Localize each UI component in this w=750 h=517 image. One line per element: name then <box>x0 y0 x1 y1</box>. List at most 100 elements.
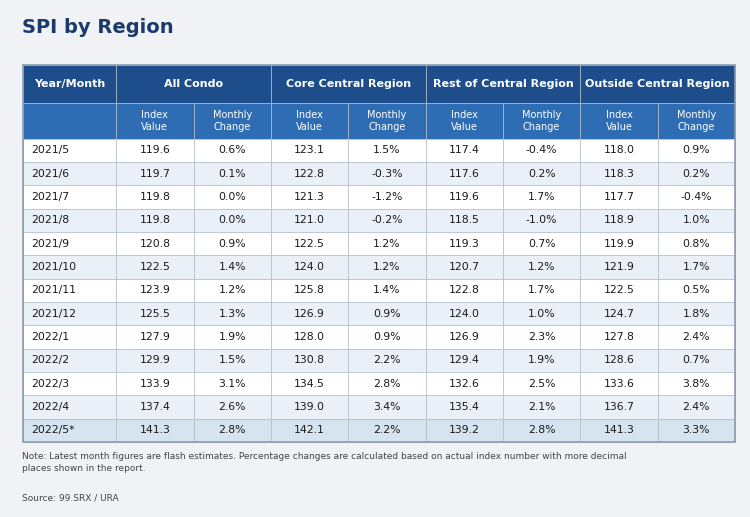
Bar <box>194 372 271 396</box>
Bar <box>116 279 194 302</box>
Text: 121.0: 121.0 <box>294 215 325 225</box>
Bar <box>503 139 580 162</box>
Text: Monthly
Change: Monthly Change <box>676 110 716 132</box>
Text: 124.7: 124.7 <box>604 309 634 318</box>
Text: 134.5: 134.5 <box>294 378 325 389</box>
Text: 120.8: 120.8 <box>140 239 170 249</box>
Bar <box>348 162 425 185</box>
Bar <box>22 162 116 185</box>
Text: 0.6%: 0.6% <box>218 145 246 155</box>
Bar <box>22 232 116 255</box>
Text: 2.8%: 2.8% <box>218 425 246 435</box>
Bar <box>503 208 580 232</box>
Text: 1.9%: 1.9% <box>528 355 555 366</box>
Bar <box>348 255 425 279</box>
Bar <box>22 103 116 139</box>
Bar <box>580 162 658 185</box>
Bar <box>116 65 271 103</box>
Bar <box>580 325 658 348</box>
Bar <box>580 139 658 162</box>
Text: 118.9: 118.9 <box>604 215 634 225</box>
Text: 1.0%: 1.0% <box>528 309 556 318</box>
Bar <box>580 208 658 232</box>
Bar <box>658 232 735 255</box>
Bar <box>194 232 271 255</box>
Bar <box>194 302 271 325</box>
Bar <box>271 232 348 255</box>
Bar <box>271 65 425 103</box>
Bar <box>271 139 348 162</box>
Text: 0.9%: 0.9% <box>373 332 400 342</box>
Bar <box>658 255 735 279</box>
Text: 124.0: 124.0 <box>448 309 480 318</box>
Text: 1.2%: 1.2% <box>218 285 246 295</box>
Bar <box>658 396 735 419</box>
Bar <box>271 103 348 139</box>
Bar <box>658 103 735 139</box>
Text: 2.6%: 2.6% <box>218 402 246 412</box>
Bar <box>425 348 503 372</box>
Bar <box>116 232 194 255</box>
Bar <box>425 139 503 162</box>
Bar <box>503 162 580 185</box>
Bar <box>22 396 116 419</box>
Text: -1.2%: -1.2% <box>371 192 403 202</box>
Bar <box>425 419 503 442</box>
Text: 2022/4: 2022/4 <box>32 402 70 412</box>
Bar <box>116 208 194 232</box>
Text: 0.7%: 0.7% <box>682 355 710 366</box>
Text: 124.0: 124.0 <box>294 262 325 272</box>
Bar <box>425 396 503 419</box>
Bar <box>503 396 580 419</box>
Bar <box>194 162 271 185</box>
Text: 1.5%: 1.5% <box>374 145 400 155</box>
Text: 133.9: 133.9 <box>140 378 170 389</box>
Text: 142.1: 142.1 <box>294 425 325 435</box>
Text: 2.8%: 2.8% <box>374 378 400 389</box>
Bar <box>271 348 348 372</box>
Bar <box>271 419 348 442</box>
Text: Rest of Central Region: Rest of Central Region <box>433 79 573 89</box>
Bar <box>425 372 503 396</box>
Text: 1.4%: 1.4% <box>218 262 246 272</box>
Bar <box>271 302 348 325</box>
Bar <box>271 185 348 208</box>
Text: 118.5: 118.5 <box>448 215 480 225</box>
Bar <box>503 103 580 139</box>
Bar <box>194 348 271 372</box>
Text: 2021/12: 2021/12 <box>32 309 76 318</box>
Text: 1.4%: 1.4% <box>374 285 400 295</box>
Bar <box>194 325 271 348</box>
Bar <box>580 103 658 139</box>
Bar <box>116 325 194 348</box>
Bar <box>116 302 194 325</box>
Bar <box>116 372 194 396</box>
Text: 117.7: 117.7 <box>604 192 634 202</box>
Bar <box>503 232 580 255</box>
Bar <box>116 255 194 279</box>
Text: 122.8: 122.8 <box>448 285 480 295</box>
Text: 126.9: 126.9 <box>448 332 480 342</box>
Text: 127.8: 127.8 <box>604 332 634 342</box>
Bar <box>116 185 194 208</box>
Text: 0.2%: 0.2% <box>528 169 556 178</box>
Bar <box>116 103 194 139</box>
Text: 0.2%: 0.2% <box>682 169 710 178</box>
Bar <box>503 255 580 279</box>
Bar <box>194 255 271 279</box>
Text: 122.5: 122.5 <box>140 262 170 272</box>
Text: 136.7: 136.7 <box>604 402 634 412</box>
Text: 125.8: 125.8 <box>294 285 325 295</box>
Bar <box>194 103 271 139</box>
Text: 0.5%: 0.5% <box>682 285 710 295</box>
Bar <box>580 419 658 442</box>
Bar <box>425 65 580 103</box>
Text: 2022/1: 2022/1 <box>32 332 70 342</box>
Text: 1.0%: 1.0% <box>682 215 710 225</box>
Text: 2021/6: 2021/6 <box>32 169 70 178</box>
Bar <box>658 162 735 185</box>
Bar <box>194 185 271 208</box>
Bar <box>580 396 658 419</box>
Text: 2021/9: 2021/9 <box>32 239 70 249</box>
Bar <box>425 279 503 302</box>
